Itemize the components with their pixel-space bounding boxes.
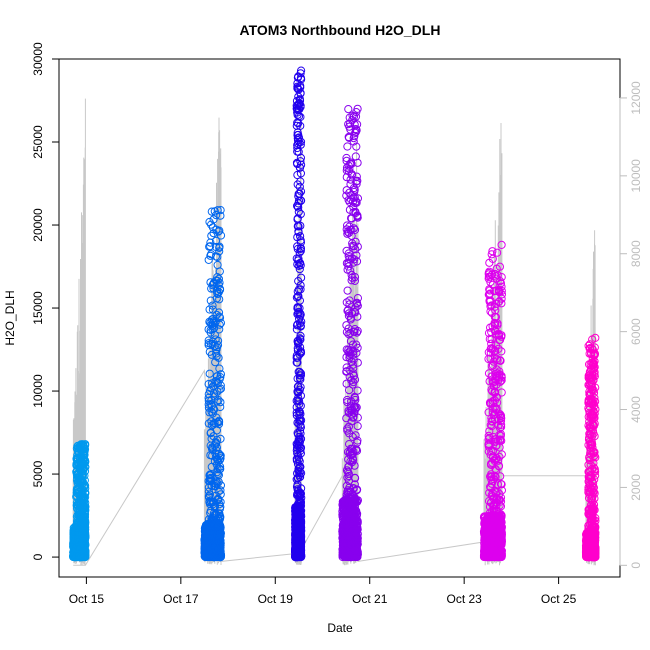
data-point bbox=[212, 535, 221, 544]
data-point bbox=[76, 508, 86, 518]
flight-series-6 bbox=[581, 333, 600, 562]
data-point bbox=[75, 505, 84, 514]
data-point bbox=[210, 207, 219, 216]
data-point bbox=[212, 352, 221, 361]
data-point bbox=[73, 455, 82, 464]
gray-series-track bbox=[73, 369, 596, 566]
data-point bbox=[79, 455, 88, 464]
data-point bbox=[212, 443, 221, 452]
data-point bbox=[70, 541, 79, 551]
data-point bbox=[72, 470, 82, 479]
data-point bbox=[79, 450, 88, 459]
data-point bbox=[79, 482, 88, 491]
data-point bbox=[78, 478, 87, 487]
data-point bbox=[215, 278, 224, 287]
data-point bbox=[215, 325, 224, 334]
data-point bbox=[72, 539, 81, 548]
data-point bbox=[205, 305, 214, 314]
data-point bbox=[207, 220, 216, 229]
data-point bbox=[209, 405, 218, 414]
data-point bbox=[215, 243, 224, 252]
data-point bbox=[205, 550, 215, 559]
data-point bbox=[72, 549, 81, 558]
data-point bbox=[208, 223, 217, 232]
data-point bbox=[204, 396, 213, 405]
data-point bbox=[344, 105, 353, 114]
gray-series-layer bbox=[72, 98, 596, 566]
data-point bbox=[202, 550, 211, 559]
data-point bbox=[79, 494, 89, 503]
flight-series-2 bbox=[200, 206, 226, 562]
data-point bbox=[205, 490, 214, 499]
data-point bbox=[78, 519, 87, 528]
data-point bbox=[208, 535, 217, 544]
data-point bbox=[76, 515, 85, 524]
chart-title: ATOM3 Northbound H2O_DLH bbox=[240, 22, 441, 38]
data-point bbox=[208, 281, 217, 290]
data-point bbox=[73, 489, 82, 498]
data-point bbox=[80, 450, 89, 459]
data-point bbox=[204, 255, 213, 264]
data-point bbox=[76, 440, 86, 449]
data-point bbox=[216, 398, 225, 407]
data-point bbox=[70, 551, 79, 561]
data-point bbox=[205, 217, 214, 227]
data-point bbox=[343, 142, 352, 151]
data-point bbox=[207, 231, 216, 240]
data-point bbox=[78, 461, 87, 470]
data-point bbox=[201, 544, 210, 554]
flight-series-1 bbox=[69, 440, 90, 562]
data-point bbox=[80, 476, 89, 485]
data-point bbox=[73, 473, 82, 482]
data-point bbox=[216, 370, 225, 379]
data-point bbox=[215, 226, 224, 235]
data-point bbox=[211, 236, 221, 245]
data-point bbox=[201, 530, 210, 540]
data-point bbox=[209, 540, 218, 549]
data-point bbox=[215, 526, 224, 536]
data-point bbox=[202, 529, 211, 538]
data-point bbox=[76, 500, 86, 509]
data-point bbox=[73, 519, 82, 528]
point-series-layer bbox=[69, 66, 600, 562]
data-point bbox=[216, 231, 226, 240]
data-point-max bbox=[81, 440, 90, 449]
data-point bbox=[207, 407, 216, 416]
data-point bbox=[212, 211, 221, 220]
flight-series-3 bbox=[291, 66, 306, 562]
data-point bbox=[215, 552, 224, 561]
data-point bbox=[206, 296, 215, 305]
data-point bbox=[204, 400, 213, 409]
data-point bbox=[207, 544, 216, 553]
data-point bbox=[79, 552, 89, 561]
data-point bbox=[213, 465, 222, 474]
data-point bbox=[72, 459, 81, 469]
data-point bbox=[77, 484, 86, 493]
data-point bbox=[79, 542, 88, 552]
